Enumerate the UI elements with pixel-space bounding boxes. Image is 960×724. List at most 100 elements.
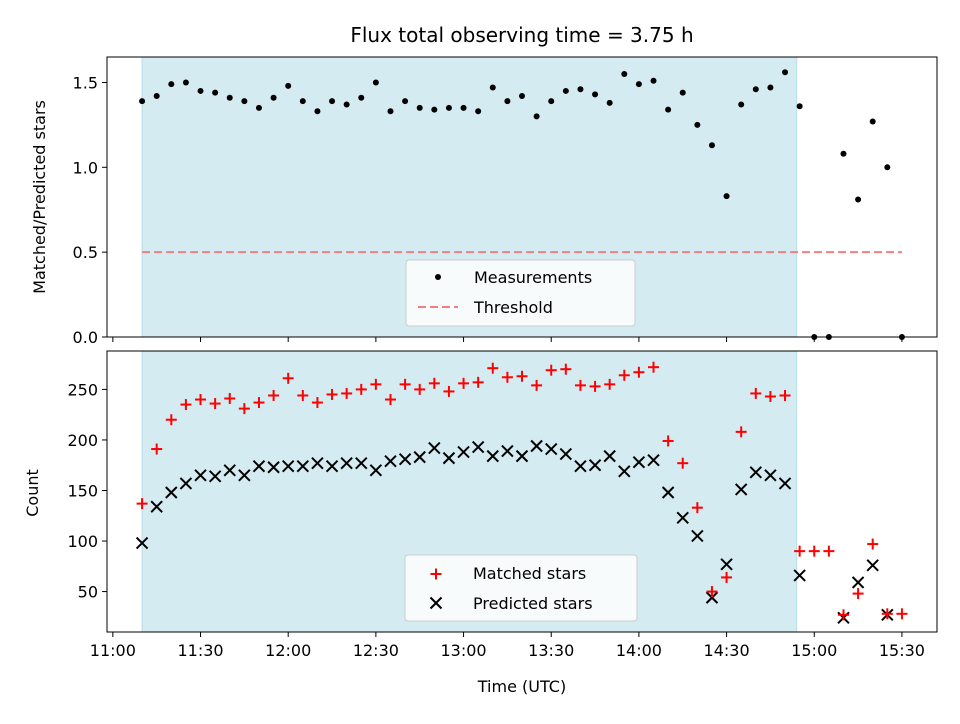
top-plot-frame: [106, 56, 938, 338]
cross-b: [793, 569, 806, 582]
measurement-point: [504, 98, 511, 105]
predicted-star-point: [296, 460, 310, 473]
cross-b: [457, 445, 470, 459]
cross-b: [545, 442, 558, 456]
matched-star-point: [618, 369, 630, 381]
predicted-star-point: [749, 466, 763, 479]
predicted-star-point: [501, 444, 514, 458]
matched-star-point: [677, 457, 689, 469]
measurement-point: [562, 87, 569, 94]
measurement-point: [533, 113, 540, 120]
cross-b: [223, 464, 236, 477]
predicted-star-point: [223, 464, 236, 477]
cross-b: [296, 460, 310, 473]
x-tick-label: 13:00: [440, 641, 486, 660]
matched-star-point: [224, 393, 236, 405]
matched-star-point: [370, 378, 382, 390]
cross-b: [238, 469, 251, 482]
chart-title: Flux total observing time = 3.75 h: [350, 23, 693, 47]
measurement-point: [489, 84, 496, 91]
measurement-point: [708, 142, 715, 149]
cross-b: [442, 451, 456, 465]
predicted-star-point: [486, 449, 499, 463]
bottom-plot-frame: [106, 350, 938, 633]
predicted-star-point: [267, 461, 280, 474]
predicted-star-point: [150, 500, 163, 513]
cross-b: [749, 466, 763, 479]
matched-star-point: [195, 394, 207, 406]
matched-star-point: [282, 372, 294, 384]
cross-b: [325, 460, 339, 473]
cross-b: [208, 470, 222, 483]
top-y-tick-label: 0.5: [73, 243, 98, 262]
cross-b: [661, 486, 675, 499]
matched-star-point: [355, 383, 367, 395]
x-tick-label: 15:00: [791, 641, 837, 660]
cross-b: [355, 456, 368, 470]
predicted-star-point: [355, 456, 368, 470]
measurement-point: [343, 101, 350, 108]
measurement-point: [329, 98, 336, 105]
predicted-star-point: [793, 569, 806, 582]
measurement-point: [884, 164, 891, 171]
predicted-star-point: [413, 450, 426, 464]
bottom-y-tick-label: 200: [67, 431, 98, 450]
predicted-star-point: [559, 447, 573, 461]
measurement-point: [285, 82, 292, 89]
cross-b: [340, 456, 353, 470]
cross-b: [676, 511, 689, 524]
cross-b: [851, 576, 865, 589]
cross-b: [135, 536, 149, 550]
cross-b: [632, 455, 646, 469]
predicted-legend-label: Predicted stars: [473, 594, 593, 613]
x-tick-label: 12:30: [353, 641, 399, 660]
cross-b: [150, 500, 163, 513]
predicted-star-point: [471, 440, 485, 454]
bottom-y-tick-label: 250: [67, 380, 98, 399]
predicted-star-point: [179, 477, 193, 490]
measurement-point: [621, 70, 628, 77]
measurement-point: [431, 106, 438, 113]
measurement-point: [387, 108, 394, 115]
matched-star-point: [180, 399, 192, 411]
matched-star-point: [414, 383, 426, 395]
matched-star-point: [735, 426, 747, 438]
measurement-point: [299, 98, 306, 105]
bottom-y-tick-label: 50: [78, 583, 98, 602]
measurement-point: [255, 104, 262, 111]
predicted-star-point: [618, 465, 631, 478]
top-y-tick-label: 0.0: [73, 328, 98, 347]
matched-star-point: [238, 403, 250, 415]
matched-star-point: [633, 366, 645, 378]
matched-star-point: [823, 545, 835, 557]
predicted-star-point: [369, 464, 383, 477]
cross-b: [530, 439, 543, 453]
measurement-point: [869, 118, 876, 125]
matched-star-point: [545, 364, 557, 376]
measurement-point: [270, 94, 277, 101]
x-tick-label: 11:00: [90, 641, 136, 660]
matched-star-point: [750, 387, 762, 399]
measurement-point: [592, 91, 599, 98]
cross-b: [720, 558, 733, 571]
predicted-star-point: [720, 558, 733, 571]
matched-star-point: [574, 379, 586, 391]
measurement-point: [168, 81, 175, 88]
matched-star-point: [808, 545, 820, 557]
predicted-star-point: [398, 452, 412, 466]
measurement-point: [445, 104, 452, 111]
measurement-point: [460, 104, 467, 111]
cross-b: [369, 464, 383, 477]
matched-star-point: [311, 397, 323, 409]
cross-b: [486, 449, 499, 463]
cross-b: [429, 596, 443, 610]
predicted-star-point: [588, 459, 602, 472]
measurement-point: [577, 86, 584, 93]
matched-star-point: [852, 588, 864, 600]
cross-b: [413, 450, 426, 464]
predicted-star-point: [384, 454, 397, 468]
cross-b: [778, 477, 792, 490]
predicted-star-point: [311, 456, 324, 470]
matched-star-point: [764, 390, 776, 402]
